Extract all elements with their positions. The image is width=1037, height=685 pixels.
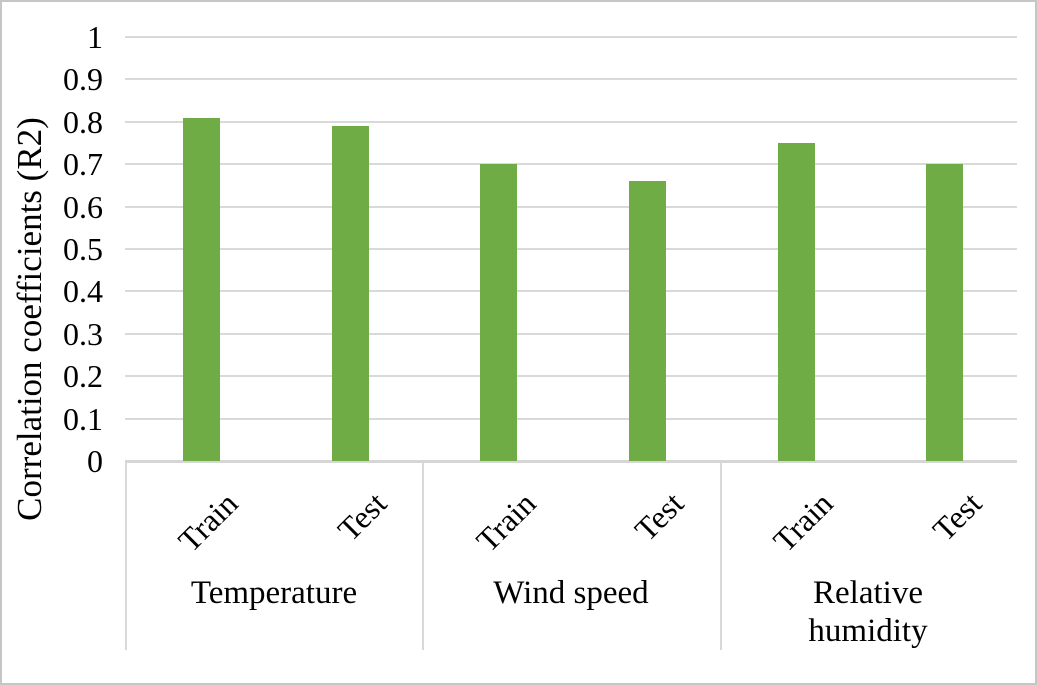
x-axis-line <box>125 460 1017 463</box>
y-tick-label: 0.3 <box>63 316 103 352</box>
gridline <box>125 418 1017 420</box>
gridline <box>125 78 1017 80</box>
gridline <box>125 333 1017 335</box>
category-label: Relative humidity <box>808 575 928 649</box>
gridline <box>125 206 1017 208</box>
x-tick-label: Test <box>925 485 989 548</box>
y-tick-label: 0.9 <box>63 61 103 97</box>
y-tick-label: 0 <box>87 443 103 479</box>
gridline <box>125 121 1017 123</box>
x-tick-label: Test <box>330 485 394 548</box>
x-tick-label: Train <box>765 485 840 559</box>
category-divider <box>422 463 424 650</box>
gridline <box>125 375 1017 377</box>
y-tick-label: 0.8 <box>63 104 103 140</box>
x-tick-label: Train <box>170 485 245 559</box>
category-divider <box>125 463 127 650</box>
y-tick-label: 0.4 <box>63 273 103 309</box>
gridline <box>125 248 1017 250</box>
gridline <box>125 36 1017 38</box>
bar-relative-humidity-test <box>926 164 963 461</box>
bar-wind-speed-train <box>480 164 517 461</box>
y-tick-label: 0.7 <box>63 146 103 182</box>
x-tick-label: Train <box>468 485 543 559</box>
category-divider <box>720 463 722 650</box>
y-tick-label: 0.6 <box>63 189 103 225</box>
bar-wind-speed-test <box>629 181 666 461</box>
y-tick-label: 0.5 <box>63 231 103 267</box>
category-label: Wind speed <box>493 575 649 611</box>
bar-relative-humidity-train <box>778 143 815 461</box>
bar-temperature-test <box>332 126 369 461</box>
category-label: Temperature <box>190 575 358 611</box>
y-tick-label: 1 <box>87 19 103 55</box>
y-tick-label: 0.2 <box>63 358 103 394</box>
gridline <box>125 290 1017 292</box>
gridline <box>125 163 1017 165</box>
x-tick-label: Test <box>627 485 691 548</box>
y-tick-label: 0.1 <box>63 401 103 437</box>
bar-temperature-train <box>183 118 220 461</box>
